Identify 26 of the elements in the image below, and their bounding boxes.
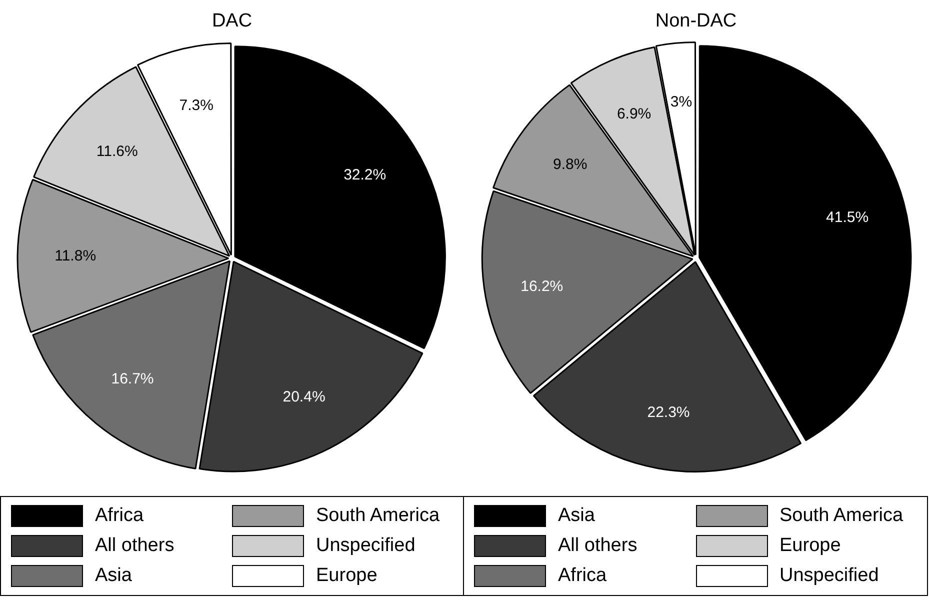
- legend-label: All others: [95, 535, 174, 557]
- legend-label: Asia: [558, 505, 595, 527]
- data-label: 16.2%: [520, 278, 564, 295]
- legend-label: Europe: [780, 535, 841, 557]
- data-label: 11.6%: [96, 142, 138, 160]
- data-label: 11.8%: [54, 248, 96, 265]
- legend-label: South America: [316, 505, 440, 527]
- legend-label: Asia: [95, 565, 132, 587]
- legend-label: Africa: [558, 565, 607, 587]
- data-label: 20.4%: [282, 388, 326, 406]
- data-label: 9.8%: [553, 156, 588, 174]
- data-label: 7.3%: [179, 96, 214, 114]
- data-label: 41.5%: [826, 208, 869, 226]
- legend-label: Unspecified: [316, 535, 416, 557]
- data-label: 16.7%: [111, 370, 154, 388]
- data-label: 3%: [670, 94, 692, 111]
- chart-title: DAC: [212, 10, 252, 32]
- data-label: 22.3%: [647, 404, 690, 421]
- chart-title: Non-DAC: [655, 10, 737, 32]
- legend-label: Unspecified: [780, 565, 879, 587]
- data-label: 32.2%: [344, 166, 386, 184]
- legend-label: Europe: [316, 565, 378, 587]
- legend-label: Africa: [95, 505, 144, 527]
- legend-label: South America: [780, 505, 904, 527]
- legend-label: All others: [558, 535, 638, 557]
- data-label: 6.9%: [616, 106, 652, 123]
